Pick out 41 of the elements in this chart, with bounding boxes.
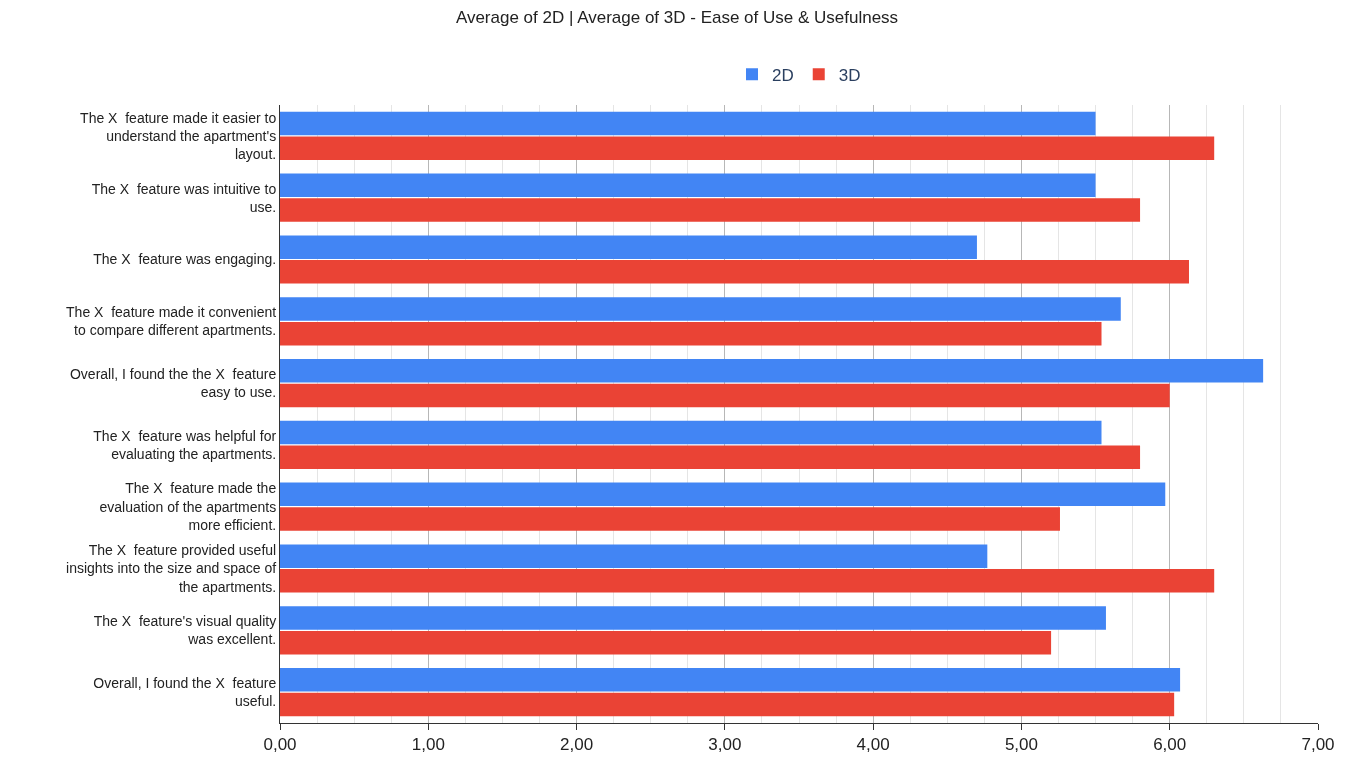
y-tick-label: The X feature was helpful for evaluating the apartments. bbox=[93, 427, 277, 462]
legend-label: 3D bbox=[838, 65, 861, 85]
x-tick-label: 2,00 bbox=[560, 735, 594, 755]
y-tick-label: The X feature provided useful insights into the size and space of the apartments. bbox=[66, 542, 277, 595]
y-tick-label: The X feature was engaging. bbox=[93, 251, 277, 268]
x-tick-label: 4,00 bbox=[856, 735, 890, 755]
x-tick-label: 5,00 bbox=[1004, 735, 1038, 755]
y-tick-label: The X feature made the evaluation of the apartments more efficient. bbox=[99, 480, 277, 533]
chart-title: Average of 2D | Average of 3D - Ease of Use & Usefulness bbox=[455, 8, 899, 28]
bar bbox=[280, 198, 1141, 222]
bar bbox=[280, 173, 1096, 198]
y-tick-label: Overall, I found the X feature useful. bbox=[93, 674, 277, 710]
y-tick-label: Overall, I found the the X feature easy to use. bbox=[69, 365, 277, 401]
bar bbox=[280, 420, 1102, 445]
x-tick-label: 3,00 bbox=[708, 735, 742, 755]
bar bbox=[280, 482, 1166, 507]
legend-label: 2D bbox=[772, 65, 794, 85]
bar bbox=[280, 136, 1215, 160]
bar bbox=[280, 111, 1096, 136]
bar bbox=[280, 445, 1141, 469]
y-tick-label: The X feature's visual quality was excellent. bbox=[93, 613, 277, 648]
bar bbox=[280, 383, 1170, 408]
bar bbox=[280, 606, 1106, 630]
y-tick-label: The X feature made it easier to understand the apartment's layout. bbox=[80, 109, 277, 162]
bar bbox=[280, 321, 1102, 346]
bar bbox=[280, 235, 977, 259]
y-tick-label: The X feature was intuitive to use. bbox=[91, 180, 277, 215]
bar bbox=[280, 260, 1189, 284]
x-tick-label: 0,00 bbox=[263, 735, 297, 755]
bar bbox=[280, 359, 1264, 383]
bar bbox=[280, 569, 1215, 593]
x-tick-label: 1,00 bbox=[411, 735, 445, 755]
bar bbox=[280, 630, 1052, 655]
bar bbox=[280, 692, 1175, 717]
y-tick-label: The X feature made it convenient to compare different apartments. bbox=[66, 304, 277, 339]
bar bbox=[280, 668, 1181, 692]
x-tick-label: 7,00 bbox=[1301, 735, 1335, 755]
x-tick-label: 6,00 bbox=[1153, 735, 1187, 755]
bar bbox=[280, 507, 1060, 531]
bar bbox=[280, 297, 1121, 321]
bar bbox=[280, 544, 988, 568]
